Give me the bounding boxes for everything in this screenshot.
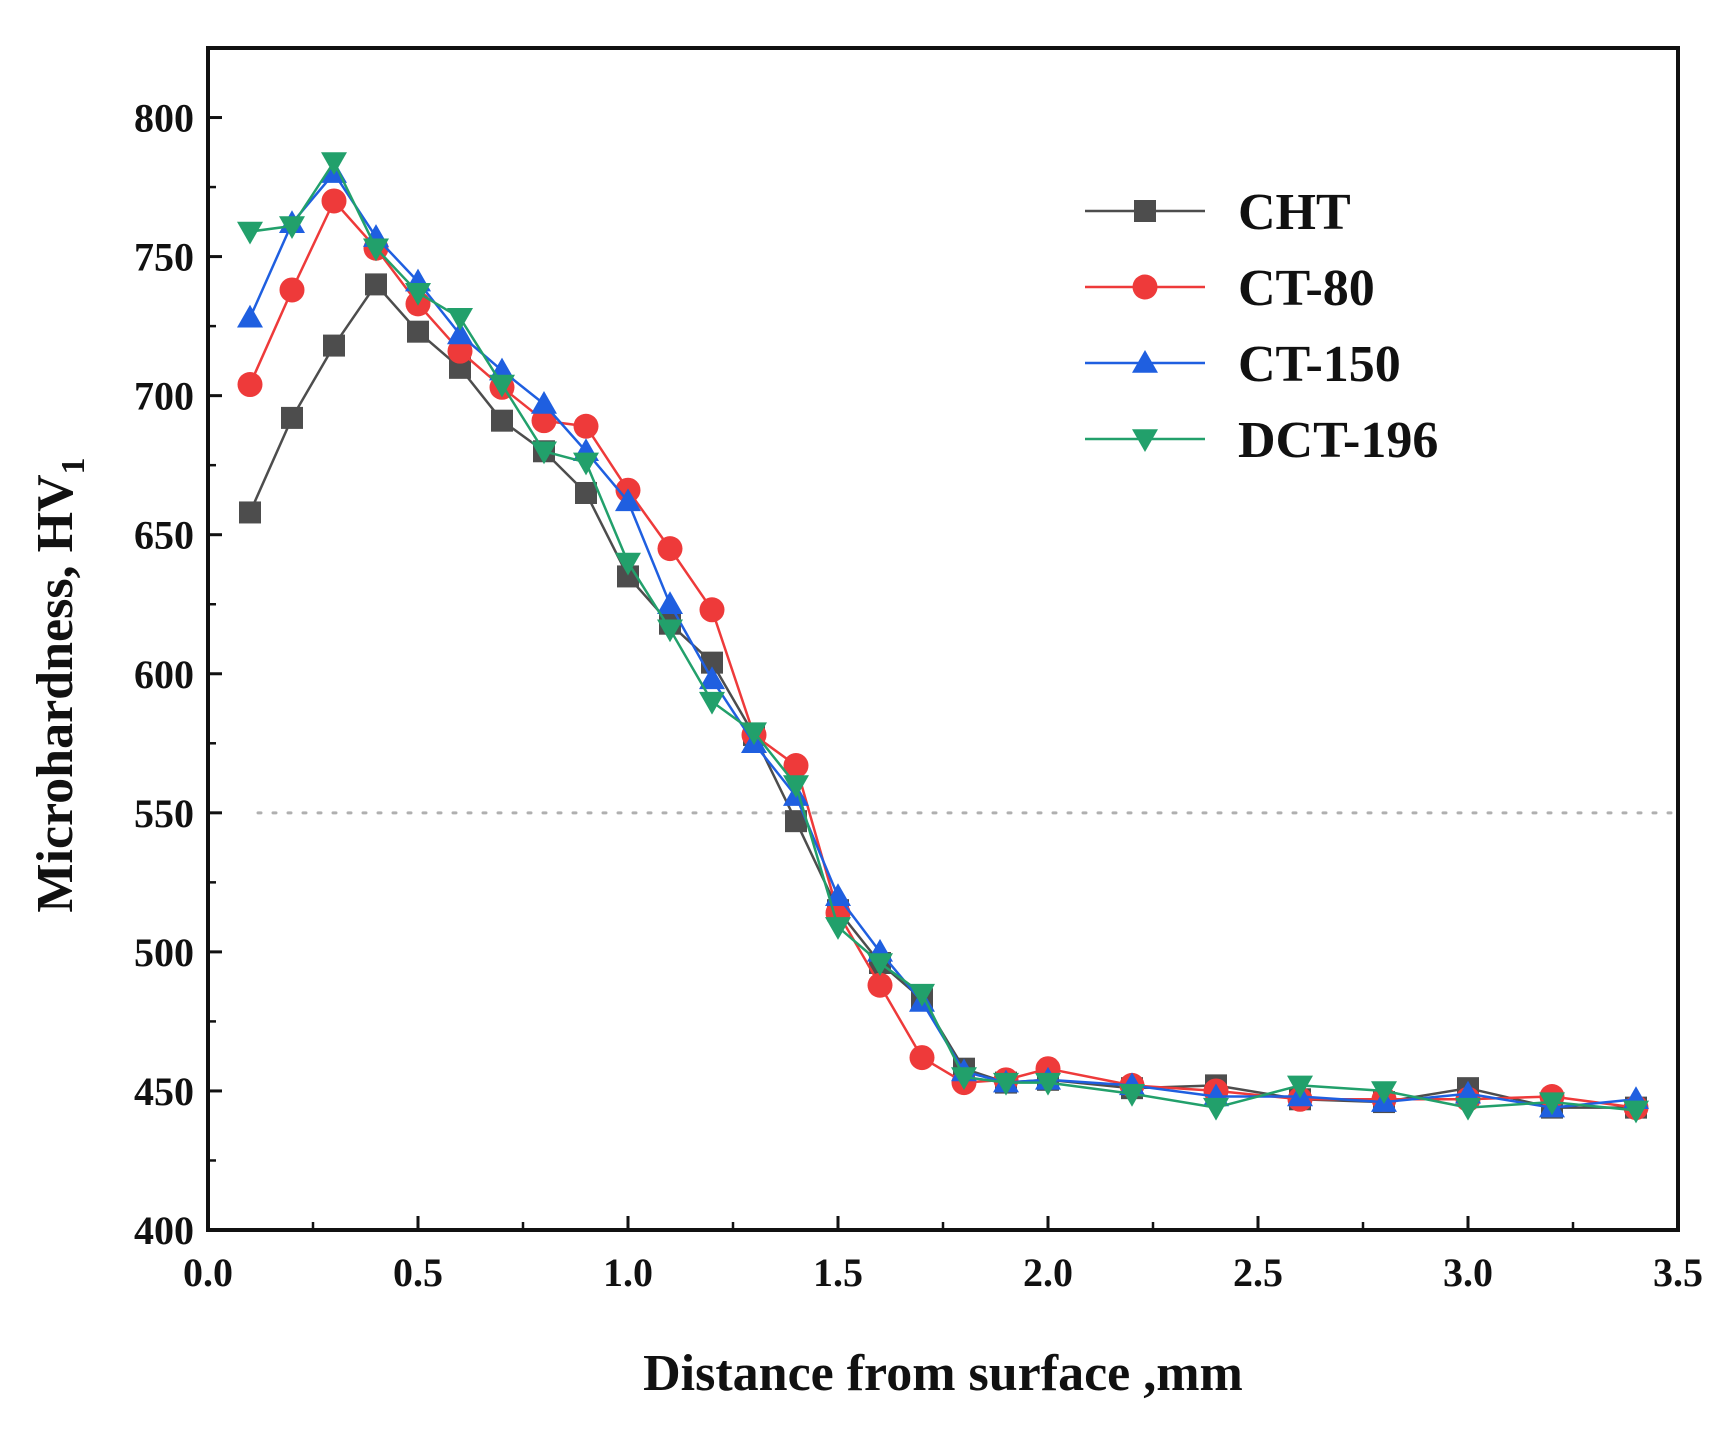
- data-point-dct-196: [825, 917, 851, 940]
- data-point-cht: [323, 334, 345, 357]
- data-point-cht: [491, 409, 513, 432]
- legend-marker-shape: [1132, 274, 1158, 300]
- y-axis-title: Microhardness, HV1: [27, 457, 92, 912]
- legend: CHT CT-80 CT-150 DCT-196: [1085, 184, 1438, 469]
- data-point-cht: [407, 320, 429, 343]
- data-point-dct-196: [489, 374, 515, 398]
- legend-marker-shape: [1132, 350, 1158, 373]
- data-point-ct-150: [1455, 1080, 1481, 1104]
- data-point-ct-80: [783, 753, 809, 779]
- y-axis-title-group: Microhardness, HV1: [27, 457, 92, 912]
- data-point-ct-80: [531, 408, 557, 434]
- y-tick-label: 550: [134, 791, 194, 836]
- legend-item-ct-80: CT-80: [1085, 260, 1375, 317]
- legend-label-ct-80: CT-80: [1238, 260, 1375, 317]
- data-point-dct-196: [1455, 1097, 1481, 1121]
- data-point-cht: [281, 406, 303, 429]
- y-tick-label: 650: [134, 513, 194, 558]
- data-point-ct-150: [825, 883, 851, 907]
- legend-marker-cht: [1134, 200, 1156, 222]
- x-tick-label: 2.0: [1023, 1250, 1073, 1295]
- data-point-dct-196: [1203, 1097, 1229, 1121]
- data-point-dct-196: [321, 152, 347, 176]
- data-point-dct-196: [447, 308, 473, 331]
- x-tick-label: 2.5: [1233, 1250, 1283, 1295]
- data-point-dct-196: [909, 983, 935, 1007]
- data-point-ct-80: [279, 277, 305, 303]
- data-point-ct-80: [867, 972, 893, 998]
- legend-marker-dct-196: [1132, 429, 1158, 452]
- legend-marker-ct-80: [1132, 274, 1158, 300]
- x-tick-label: 1.0: [603, 1250, 653, 1295]
- data-point-dct-196: [993, 1072, 1019, 1096]
- y-tick-label: 450: [134, 1069, 194, 1114]
- legend-item-ct-150: CT-150: [1085, 336, 1401, 393]
- legend-label-cht: CHT: [1238, 184, 1351, 241]
- data-point-cht: [575, 481, 597, 504]
- legend-marker-ct-150: [1132, 350, 1158, 373]
- x-tick-label: 3.5: [1653, 1250, 1703, 1295]
- data-point-ct-150: [657, 591, 683, 614]
- data-point-dct-196: [615, 552, 641, 576]
- legend-item-cht: CHT: [1085, 184, 1351, 241]
- data-point-dct-196: [1035, 1072, 1061, 1096]
- legend-label-dct-196: DCT-196: [1238, 412, 1438, 469]
- data-point-dct-196: [1371, 1081, 1397, 1104]
- data-point-dct-196: [657, 619, 683, 643]
- data-point-ct-80: [657, 536, 683, 562]
- x-tick-label: 3.0: [1443, 1250, 1493, 1295]
- data-point-dct-196: [1119, 1083, 1145, 1107]
- plot-layer: 0.0 0.5 1.0 1.5 2.0 2.5 3.0 3.5 400 450 500 550 600 6…: [134, 46, 1703, 1295]
- data-point-ct-150: [531, 390, 557, 414]
- x-axis-title-group: Distance from surface ,mm: [643, 1345, 1243, 1402]
- y-axis-title-subscript: 1: [55, 457, 92, 474]
- y-tick-label: 400: [134, 1208, 194, 1253]
- series-dct-196: [237, 152, 1649, 1124]
- data-point-ct-80: [321, 188, 347, 214]
- x-tick-label: 0.5: [393, 1250, 443, 1295]
- data-point-dct-196: [699, 691, 725, 715]
- data-point-dct-196: [1287, 1075, 1313, 1099]
- y-tick-label: 750: [134, 235, 194, 280]
- data-point-dct-196: [951, 1067, 977, 1091]
- legend-item-dct-196: DCT-196: [1085, 412, 1438, 469]
- data-point-dct-196: [363, 238, 389, 262]
- data-point-cht: [239, 501, 261, 524]
- data-point-dct-196: [867, 953, 893, 977]
- y-tick-label: 600: [134, 652, 194, 697]
- legend-marker-shape: [1132, 429, 1158, 452]
- data-point-ct-80: [237, 372, 263, 398]
- x-tick-label: 1.5: [813, 1250, 863, 1295]
- y-tick-label: 800: [134, 96, 194, 141]
- data-point-dct-196: [741, 722, 767, 746]
- data-point-dct-196: [783, 775, 809, 799]
- x-tick-label: 0.0: [183, 1250, 233, 1295]
- y-tick-label: 700: [134, 374, 194, 419]
- x-axis-title: Distance from surface ,mm: [643, 1345, 1243, 1402]
- data-point-ct-80: [699, 597, 725, 623]
- data-point-dct-196: [405, 282, 431, 306]
- data-point-dct-196: [531, 441, 557, 465]
- data-point-ct-150: [237, 304, 263, 328]
- data-point-ct-80: [909, 1045, 935, 1071]
- data-point-dct-196: [1539, 1092, 1565, 1116]
- data-point-dct-196: [237, 221, 263, 245]
- data-point-ct-150: [615, 488, 641, 512]
- legend-marker-shape: [1134, 200, 1156, 222]
- data-point-cht: [785, 810, 807, 833]
- data-point-ct-80: [447, 338, 473, 364]
- data-point-dct-196: [573, 452, 599, 476]
- data-point-cht: [365, 273, 387, 296]
- y-axis-title-main: Microhardness, HV: [27, 474, 84, 912]
- data-point-ct-150: [699, 666, 725, 690]
- data-point-ct-80: [573, 413, 599, 439]
- data-point-dct-196: [1623, 1100, 1649, 1124]
- legend-label-ct-150: CT-150: [1238, 336, 1401, 393]
- data-point-dct-196: [279, 216, 305, 239]
- data-point-ct-150: [447, 321, 473, 345]
- y-tick-label: 500: [134, 930, 194, 975]
